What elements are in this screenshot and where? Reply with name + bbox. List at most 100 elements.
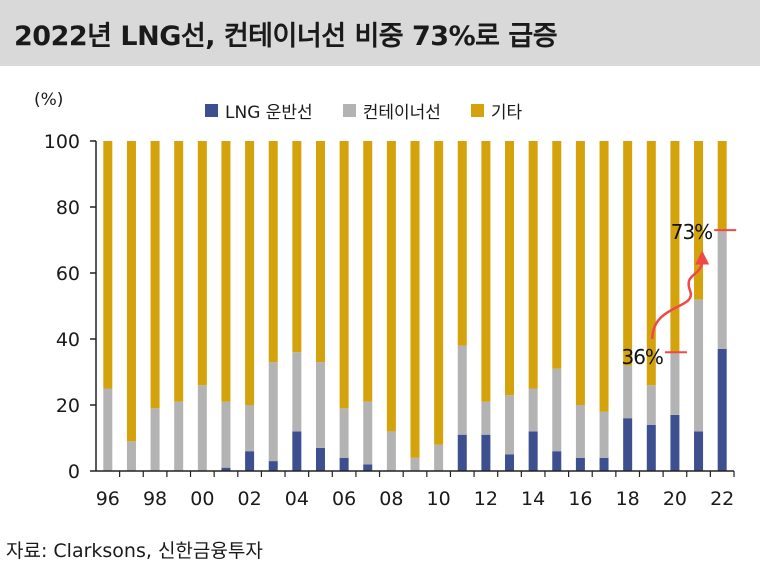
- container-bar: [646, 385, 656, 425]
- container-bar: [717, 230, 727, 349]
- lng-bar: [221, 467, 231, 471]
- legend-swatch-container: [342, 104, 356, 117]
- container-bar: [363, 401, 373, 465]
- container-bar: [245, 405, 255, 452]
- other-bar: [221, 141, 231, 402]
- other-bar: [646, 141, 656, 386]
- x-tick-label: 20: [663, 488, 687, 510]
- other-bar: [126, 141, 136, 442]
- annotation-73: 73%: [671, 220, 712, 244]
- other-bar: [174, 141, 184, 402]
- other-bar: [386, 141, 396, 432]
- container-bar: [103, 388, 113, 471]
- other-bar: [315, 141, 325, 363]
- x-tick-label: 08: [379, 488, 403, 510]
- other-bar: [150, 141, 160, 409]
- lng-bar: [292, 431, 302, 471]
- chart-title: 2022년 LNG선, 컨테이너선 비중 73%로 급증: [14, 21, 558, 52]
- legend-label-other: 기타: [490, 103, 523, 123]
- x-tick-label: 10: [427, 488, 451, 510]
- other-bar: [575, 141, 585, 405]
- container-bar: [694, 299, 704, 432]
- legend-label-lng: LNG 운반선: [225, 103, 313, 123]
- container-bar: [457, 345, 467, 435]
- y-tick-label: 80: [56, 197, 80, 219]
- container-bar: [410, 457, 420, 471]
- title-bar: 2022년 LNG선, 컨테이너선 비중 73%로 급증: [0, 0, 760, 66]
- lng-bar: [694, 431, 704, 471]
- container-bar: [197, 385, 207, 471]
- legend-swatch-lng: [205, 104, 218, 117]
- lng-bar: [481, 434, 491, 471]
- lng-bar: [363, 464, 373, 471]
- growth-arrow-head: [695, 250, 710, 265]
- container-bar: [505, 395, 515, 455]
- other-bar: [623, 141, 633, 366]
- container-bar: [434, 444, 444, 471]
- legend-item-lng: LNG 운반선: [205, 98, 313, 123]
- other-bar: [528, 141, 538, 389]
- lng-bar: [505, 454, 515, 471]
- container-bar: [670, 352, 680, 415]
- container-bar: [292, 352, 302, 432]
- annotation-36: 36%: [621, 345, 662, 369]
- x-tick-label: 98: [143, 488, 167, 510]
- x-tick-label: 16: [568, 488, 592, 510]
- source-note: 자료: Clarksons, 신한금융투자: [6, 540, 263, 562]
- legend-label-container: 컨테이너선: [362, 103, 441, 123]
- legend-item-other: 기타: [470, 98, 523, 123]
- lng-bar: [315, 447, 325, 471]
- x-tick-label: 00: [190, 488, 214, 510]
- container-bar: [386, 431, 396, 471]
- lng-bar: [599, 457, 609, 471]
- lng-bar: [528, 431, 538, 471]
- other-bar: [410, 141, 420, 458]
- other-bar: [292, 141, 302, 353]
- container-bar: [174, 401, 184, 471]
- other-bar: [457, 141, 467, 346]
- x-tick-label: 02: [237, 488, 261, 510]
- other-bar: [694, 141, 704, 300]
- container-bar: [315, 362, 325, 448]
- other-bar: [363, 141, 373, 402]
- container-bar: [575, 405, 585, 458]
- y-tick-label: 0: [68, 461, 80, 483]
- other-bar: [505, 141, 515, 396]
- legend-item-container: 컨테이너선: [342, 98, 441, 123]
- other-bar: [197, 141, 207, 386]
- x-tick-label: 04: [285, 488, 309, 510]
- other-bar: [599, 141, 609, 412]
- other-bar: [552, 141, 562, 369]
- x-tick-label: 12: [474, 488, 498, 510]
- legend-swatch-other: [470, 104, 484, 117]
- other-bar: [268, 141, 278, 363]
- legend: LNG 운반선 컨테이너선 기타: [205, 98, 552, 123]
- y-tick-label: 20: [56, 395, 80, 417]
- lng-bar: [623, 418, 633, 471]
- lng-bar: [575, 457, 585, 471]
- other-bar: [339, 141, 349, 409]
- other-bar: [245, 141, 255, 405]
- lng-bar: [339, 457, 349, 471]
- lng-bar: [552, 451, 562, 471]
- lng-bar: [717, 348, 727, 471]
- container-bar: [268, 362, 278, 462]
- other-bar: [103, 141, 113, 389]
- y-tick-label: 40: [56, 329, 80, 351]
- y-tick-label: 60: [56, 263, 80, 285]
- other-bar: [434, 141, 444, 445]
- lng-bar: [245, 451, 255, 471]
- container-bar: [221, 401, 231, 468]
- x-tick-label: 14: [521, 488, 545, 510]
- container-bar: [126, 441, 136, 471]
- container-bar: [623, 365, 633, 419]
- other-bar: [481, 141, 491, 402]
- lng-bar: [457, 434, 467, 471]
- lng-bar: [670, 414, 680, 471]
- lng-bar: [646, 424, 656, 471]
- y-tick-label: 100: [44, 131, 80, 153]
- container-bar: [150, 408, 160, 471]
- container-bar: [552, 368, 562, 452]
- lng-bar: [268, 461, 278, 471]
